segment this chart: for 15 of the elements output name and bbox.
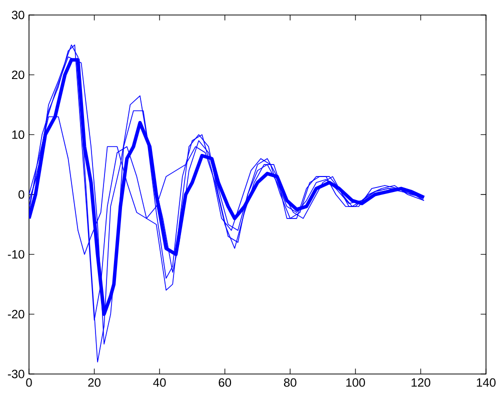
y-tick-label: 30 xyxy=(12,10,24,20)
x-tick-label: 60 xyxy=(218,378,232,387)
y-tick-label: 20 xyxy=(12,70,24,80)
x-tick-label: 80 xyxy=(284,378,296,387)
y-tick-label: -10 xyxy=(8,250,24,259)
y-tick-label: -30 xyxy=(8,370,24,378)
y-tick-label: -20 xyxy=(8,310,24,318)
x-tick-label: 120 xyxy=(412,378,430,387)
y-tick-label: 10 xyxy=(12,130,24,139)
x-tick-label: 100 xyxy=(346,378,365,387)
x-tick-label: 40 xyxy=(153,378,166,387)
x-tick-label: 20 xyxy=(88,378,100,387)
x-tick-label: 140 xyxy=(476,378,496,387)
y-tick-label: 0 xyxy=(18,190,24,199)
x-tick-label: 0 xyxy=(26,378,32,387)
